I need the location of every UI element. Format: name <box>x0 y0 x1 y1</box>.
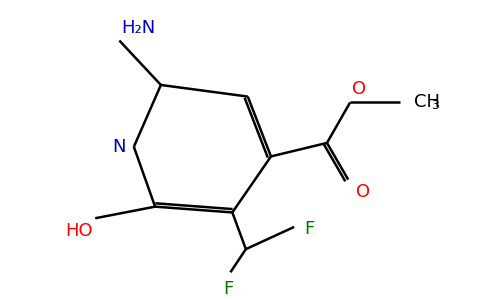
Text: H₂N: H₂N <box>121 19 155 37</box>
Text: O: O <box>352 80 366 98</box>
Text: O: O <box>356 184 370 202</box>
Text: CH: CH <box>414 93 440 111</box>
Text: F: F <box>223 280 234 298</box>
Text: N: N <box>113 138 126 156</box>
Text: F: F <box>304 220 314 238</box>
Text: 3: 3 <box>431 99 439 112</box>
Text: HO: HO <box>66 222 93 240</box>
